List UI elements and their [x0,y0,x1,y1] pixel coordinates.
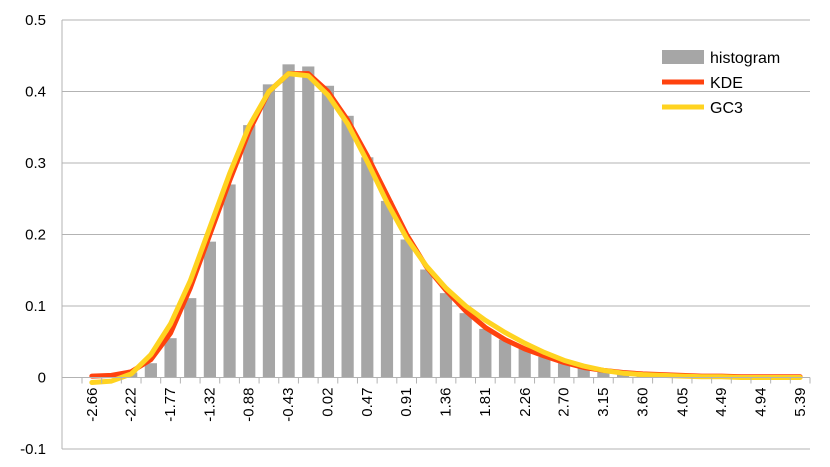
histogram-bar [302,66,315,378]
series-line-gc3 [89,71,803,385]
histogram-bars [105,64,728,378]
x-tick-label: 0.91 [398,388,415,417]
histogram-bar [144,363,157,378]
histogram-bar [164,338,177,378]
y-tick-label: 0.4 [25,84,46,101]
legend-label-gc3: GC3 [710,100,743,117]
x-tick-label: -2.66 [84,388,101,422]
histogram-bar [400,239,413,378]
x-tick-label: 3.15 [595,388,612,417]
histogram-bar [557,363,571,378]
x-tick-label: 0.02 [320,388,337,417]
y-tick-label: 0.5 [25,12,46,29]
histogram-bar [361,157,374,378]
x-tick-label: 1.36 [438,388,455,417]
series-lines [89,71,803,385]
histogram-bar [184,298,197,378]
axes: -0.1 0 0.1 0.2 0.3 0.4 0.5 -2.66 -2.22 -1.77 -1.32… [20,12,811,458]
histogram-bar [262,84,276,378]
legend-swatch-histogram [662,50,704,64]
histogram-bar [538,356,551,378]
histogram-bar [439,293,453,378]
histogram-bar [518,348,531,378]
histogram-bar [498,339,512,378]
histogram-bar [243,125,256,378]
x-tick-label: 1.81 [477,388,494,417]
y-tick-label: 0.2 [25,227,46,244]
y-tick-label: 0.1 [25,298,46,315]
x-tick-label: -0.43 [280,388,297,422]
histogram-bar [459,313,472,378]
x-tick-label: 2.26 [517,388,534,417]
histogram-bar [597,371,610,378]
x-tick-label: -0.88 [240,388,257,422]
x-tick-label: 3.60 [635,388,652,417]
histogram-bar [223,184,236,378]
histogram-bar [420,269,433,378]
y-tick-label: 0.3 [25,155,46,172]
x-tick-label: -1.77 [162,388,179,422]
legend-label-kde: KDE [710,75,743,92]
x-tick-label: 0.47 [359,388,376,417]
histogram-bar [282,64,295,378]
x-tick-label: 4.05 [674,388,691,417]
histogram-bar [203,241,216,378]
y-tick-label: 0 [38,370,46,387]
histogram-bar [577,367,590,378]
x-tick-label: 4.94 [753,388,770,417]
x-tick-label: 2.70 [555,388,572,417]
x-tick-label: -1.32 [202,388,219,422]
histogram-bar [321,85,335,378]
x-tick-label: 5.39 [792,388,809,417]
histogram-bar [341,115,354,378]
legend-label-histogram: histogram [710,50,780,67]
x-tick-label: -2.22 [123,388,140,422]
histogram-bar [380,200,394,378]
histogram-bar [479,328,492,378]
legend: histogram KDE GC3 [662,50,780,117]
y-tick-label: -0.1 [20,441,46,458]
x-tick-label: 4.49 [713,388,730,417]
